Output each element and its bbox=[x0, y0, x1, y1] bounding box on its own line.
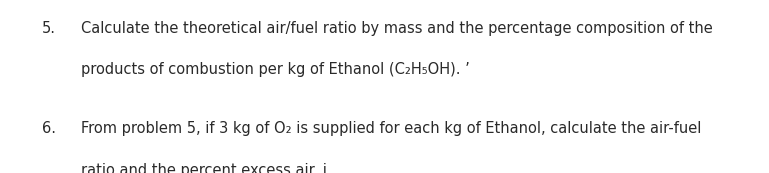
Text: 5.: 5. bbox=[42, 21, 56, 36]
Text: products of combustion per kg of Ethanol (C₂H₅OH). ’: products of combustion per kg of Ethanol… bbox=[81, 62, 470, 77]
Text: From problem 5, if 3 kg of O₂ is supplied for each kg of Ethanol, calculate the : From problem 5, if 3 kg of O₂ is supplie… bbox=[81, 121, 701, 136]
Text: ratio and the percent excess air. i: ratio and the percent excess air. i bbox=[81, 163, 327, 173]
Text: 6.: 6. bbox=[42, 121, 56, 136]
Text: Calculate the theoretical air/fuel ratio by mass and the percentage composition : Calculate the theoretical air/fuel ratio… bbox=[81, 21, 713, 36]
